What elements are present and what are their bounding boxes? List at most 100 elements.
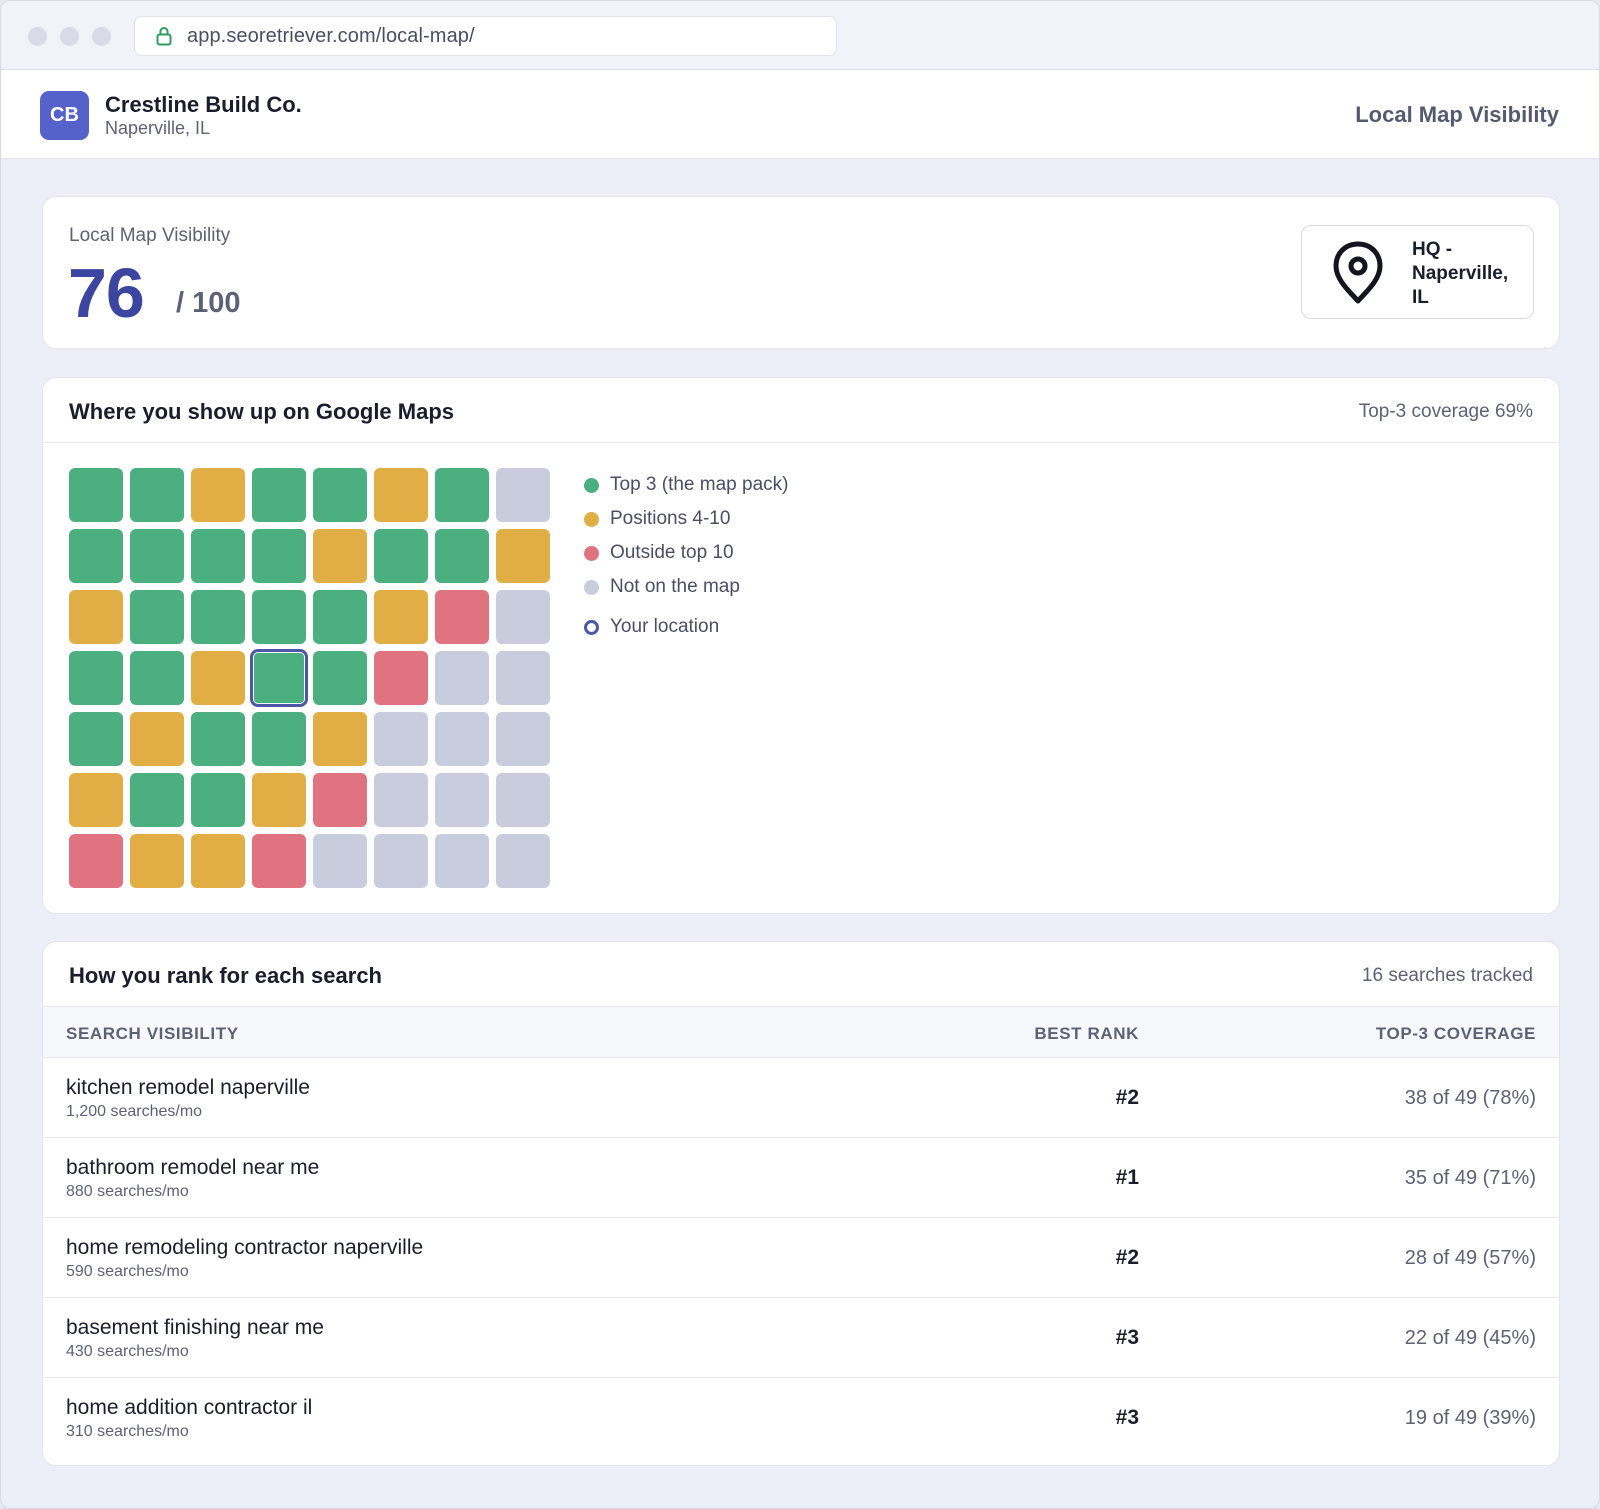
- grid-cell-top3[interactable]: [69, 651, 123, 705]
- grid-cell-top3[interactable]: [191, 590, 245, 644]
- grid-cell-not-on-map[interactable]: [313, 834, 367, 888]
- grid-cell-top3[interactable]: [69, 529, 123, 583]
- location-selector[interactable]: HQ - Naperville, IL: [1301, 225, 1534, 319]
- grid-cell-positions-4-10[interactable]: [252, 773, 306, 827]
- grid-cell-top3[interactable]: [313, 651, 367, 705]
- grid-cell-top3[interactable]: [252, 712, 306, 766]
- table-row[interactable]: home remodeling contractor naperville 59…: [43, 1218, 1559, 1298]
- grid-cell-not-on-map[interactable]: [435, 773, 489, 827]
- legend-item-top3: Top 3 (the map pack): [584, 468, 788, 502]
- score-value: 76: [68, 254, 145, 332]
- grid-cell-top3[interactable]: [130, 529, 184, 583]
- grid-cell-positions-4-10[interactable]: [374, 468, 428, 522]
- top3-coverage-value: 35 of 49 (71%): [1404, 1167, 1536, 1189]
- grid-cell-positions-4-10[interactable]: [191, 651, 245, 705]
- grid-cell-top3[interactable]: [69, 712, 123, 766]
- grid-cell-top3[interactable]: [313, 590, 367, 644]
- grid-cell-not-on-map[interactable]: [496, 712, 550, 766]
- rank-card-title: How you rank for each search: [69, 963, 382, 988]
- table-row[interactable]: home addition contractor il 310 searches…: [43, 1378, 1559, 1458]
- grid-cell-top3[interactable]: [374, 529, 428, 583]
- grid-cell-not-on-map[interactable]: [374, 712, 428, 766]
- grid-cell-top3[interactable]: [313, 468, 367, 522]
- grid-cell-top3[interactable]: [435, 529, 489, 583]
- column-header-top3-coverage[interactable]: TOP-3 COVERAGE: [1375, 1024, 1536, 1043]
- grid-cell-positions-4-10[interactable]: [191, 468, 245, 522]
- search-volume: 590 searches/mo: [66, 1263, 189, 1280]
- browser-chrome: app.seoretriever.com/local-map/: [1, 1, 1599, 70]
- grid-cell-not-on-map[interactable]: [496, 651, 550, 705]
- grid-cell-positions-4-10[interactable]: [496, 529, 550, 583]
- score-label: Local Map Visibility: [69, 225, 231, 246]
- visibility-score-card: Local Map Visibility 76 / 100 HQ - Naper…: [42, 196, 1560, 349]
- location-name: HQ - Naperville, IL: [1412, 239, 1509, 308]
- grid-cell-positions-4-10[interactable]: [313, 529, 367, 583]
- legend-label-not-on-map: Not on the map: [610, 576, 740, 597]
- grid-cell-top3[interactable]: [130, 590, 184, 644]
- grid-cell-not-on-map[interactable]: [374, 773, 428, 827]
- grid-cell-positions-4-10[interactable]: [191, 834, 245, 888]
- url-text: app.seoretriever.com/local-map/: [187, 24, 475, 47]
- window-close-dot[interactable]: [28, 27, 47, 46]
- window-maximize-dot[interactable]: [92, 27, 111, 46]
- grid-cell-not-on-map[interactable]: [435, 651, 489, 705]
- address-bar[interactable]: app.seoretriever.com/local-map/: [134, 16, 837, 56]
- grid-cell-outside-top10[interactable]: [435, 590, 489, 644]
- grid-cell-outside-top10[interactable]: [252, 834, 306, 888]
- grid-cell-top3[interactable]: [130, 773, 184, 827]
- grid-cell-your-location[interactable]: [250, 649, 308, 707]
- keyword: basement finishing near me: [66, 1316, 324, 1339]
- top3-coverage-value: 38 of 49 (78%): [1404, 1087, 1536, 1109]
- grid-cell-not-on-map[interactable]: [496, 834, 550, 888]
- grid-cell-top3[interactable]: [191, 529, 245, 583]
- window-minimize-dot[interactable]: [60, 27, 79, 46]
- company-name: Crestline Build Co.: [105, 92, 302, 117]
- score-total: / 100: [176, 287, 241, 319]
- grid-cell-outside-top10[interactable]: [313, 773, 367, 827]
- column-header-best-rank[interactable]: BEST RANK: [1034, 1024, 1139, 1043]
- map-pin-icon: [1333, 241, 1383, 304]
- table-header: SEARCH VISIBILITY BEST RANK TOP-3 COVERA…: [43, 1007, 1559, 1058]
- grid-cell-top3[interactable]: [252, 529, 306, 583]
- company-avatar[interactable]: CB: [40, 91, 89, 140]
- legend-item-positions: Positions 4-10: [584, 502, 788, 536]
- table-row[interactable]: kitchen remodel naperville 1,200 searche…: [43, 1058, 1559, 1138]
- keyword: kitchen remodel naperville: [66, 1076, 310, 1099]
- grid-cell-positions-4-10[interactable]: [130, 834, 184, 888]
- grid-cell-top3[interactable]: [191, 712, 245, 766]
- best-rank: #2: [1115, 1246, 1139, 1269]
- keyword: home addition contractor il: [66, 1396, 313, 1419]
- best-rank: #2: [1115, 1086, 1139, 1109]
- grid-cell-top3[interactable]: [130, 651, 184, 705]
- grid-cell-not-on-map[interactable]: [435, 712, 489, 766]
- grid-cell-top3[interactable]: [191, 773, 245, 827]
- grid-cell-top3[interactable]: [130, 468, 184, 522]
- legend-dot-outside: [584, 545, 599, 561]
- search-rank-card: How you rank for each search 16 searches…: [42, 941, 1560, 1466]
- grid-cell-not-on-map[interactable]: [374, 834, 428, 888]
- app-header: CB Crestline Build Co. Naperville, IL Lo…: [1, 70, 1599, 159]
- best-rank: #3: [1115, 1406, 1139, 1429]
- grid-cell-not-on-map[interactable]: [496, 468, 550, 522]
- table-row[interactable]: basement finishing near me 430 searches/…: [43, 1298, 1559, 1378]
- grid-cell-top3[interactable]: [252, 468, 306, 522]
- column-header-search-visibility[interactable]: SEARCH VISIBILITY: [66, 1024, 239, 1043]
- grid-cell-not-on-map[interactable]: [496, 773, 550, 827]
- grid-cell-positions-4-10[interactable]: [313, 712, 367, 766]
- legend-dot-positions: [584, 511, 599, 527]
- grid-cell-top3[interactable]: [252, 590, 306, 644]
- grid-cell-not-on-map[interactable]: [435, 834, 489, 888]
- grid-cell-outside-top10[interactable]: [69, 834, 123, 888]
- rank-grid: [69, 468, 550, 888]
- grid-cell-top3[interactable]: [69, 468, 123, 522]
- grid-cell-outside-top10[interactable]: [374, 651, 428, 705]
- grid-cell-positions-4-10[interactable]: [69, 590, 123, 644]
- grid-cell-positions-4-10[interactable]: [374, 590, 428, 644]
- rank-card-header: How you rank for each search 16 searches…: [43, 942, 1559, 1007]
- grid-cell-not-on-map[interactable]: [496, 590, 550, 644]
- grid-cell-positions-4-10[interactable]: [69, 773, 123, 827]
- grid-cell-top3[interactable]: [435, 468, 489, 522]
- table-row[interactable]: bathroom remodel near me 880 searches/mo…: [43, 1138, 1559, 1218]
- grid-cell-positions-4-10[interactable]: [130, 712, 184, 766]
- lock-icon: [156, 27, 172, 46]
